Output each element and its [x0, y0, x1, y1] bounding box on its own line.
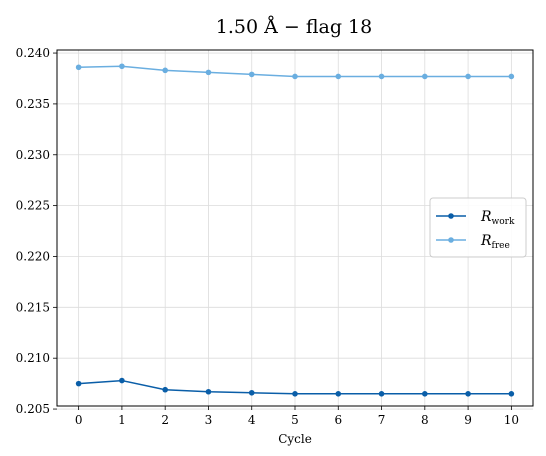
- series-group: [75, 63, 515, 397]
- data-point-work: [378, 390, 385, 397]
- y-tick-label: 0.240: [16, 46, 50, 60]
- data-point-free: [248, 71, 255, 78]
- x-tick-label: 0: [75, 413, 83, 427]
- legend-symbol: R: [480, 233, 492, 249]
- x-tick-label: 7: [378, 413, 386, 427]
- data-point-work: [508, 390, 515, 397]
- data-point-work: [465, 390, 471, 397]
- y-tick-label: 0.235: [16, 97, 50, 111]
- x-tick-label: 10: [504, 413, 519, 427]
- legend-symbol: R: [480, 209, 492, 225]
- data-point-free: [465, 73, 471, 80]
- data-point-work: [75, 380, 82, 387]
- data-point-work: [162, 386, 168, 393]
- y-tick-label: 0.215: [16, 300, 50, 314]
- legend-subscript: free: [492, 241, 510, 251]
- x-tick-label: 2: [161, 413, 169, 427]
- data-point-free: [292, 73, 298, 80]
- x-tick-label: 9: [464, 413, 472, 427]
- data-point-free: [75, 64, 82, 71]
- x-tick-label: 6: [334, 413, 342, 427]
- y-tick-label: 0.225: [16, 199, 50, 213]
- data-point-free: [508, 73, 515, 80]
- x-tick-label: 3: [205, 413, 213, 427]
- y-tick-label: 0.210: [16, 351, 50, 365]
- x-axis-label: Cycle: [278, 432, 312, 446]
- legend-subscript: work: [492, 217, 515, 227]
- data-point-free: [162, 67, 168, 74]
- data-point-work: [248, 389, 255, 396]
- data-point-work: [205, 388, 212, 395]
- legend-marker-work: [448, 213, 454, 219]
- legend-label-free: Rfree: [480, 233, 510, 251]
- y-tick-label: 0.230: [16, 148, 50, 162]
- data-point-work: [335, 390, 342, 397]
- x-axis: 0 1 2 3 4 5 6 7 8 9 10: [75, 406, 519, 427]
- x-tick-label: 8: [421, 413, 429, 427]
- legend-box: [429, 197, 527, 258]
- legend-marker-free: [448, 237, 454, 243]
- data-point-work: [292, 390, 298, 397]
- legend-label-work: Rwork: [480, 209, 515, 227]
- y-axis: 0.205 0.210 0.215 0.220 0.225 0.230 0.235 0.240: [16, 46, 57, 416]
- data-point-work: [422, 390, 428, 397]
- data-point-free: [378, 73, 385, 80]
- grid: [57, 50, 533, 410]
- data-point-free: [422, 73, 428, 80]
- data-point-free: [119, 63, 125, 70]
- data-point-free: [205, 69, 212, 76]
- x-tick-label: 4: [248, 413, 256, 427]
- x-tick-label: 5: [291, 413, 299, 427]
- chart-title: 1.50 Å − flag 18: [216, 16, 372, 38]
- data-point-free: [335, 73, 342, 80]
- y-tick-label: 0.205: [16, 402, 50, 416]
- data-point-work: [119, 377, 125, 384]
- x-tick-label: 1: [118, 413, 126, 427]
- y-tick-label: 0.220: [16, 249, 50, 263]
